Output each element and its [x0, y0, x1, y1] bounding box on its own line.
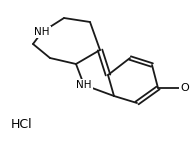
Text: NH: NH: [76, 80, 92, 90]
Text: O: O: [180, 83, 189, 93]
Text: HCl: HCl: [11, 118, 32, 131]
Text: NH: NH: [34, 27, 50, 37]
